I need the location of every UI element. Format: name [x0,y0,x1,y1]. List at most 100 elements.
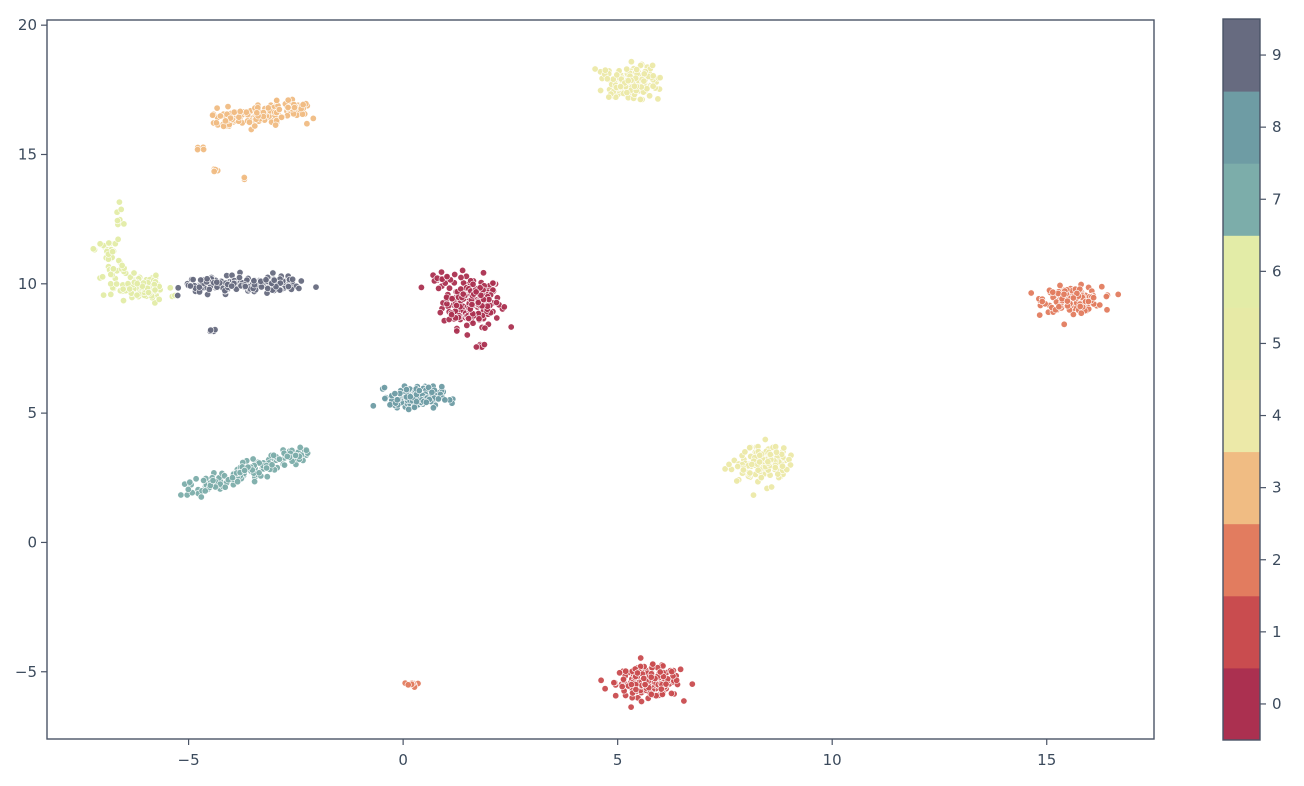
scatter-point [209,477,217,485]
scatter-point [768,483,776,491]
scatter-point [1103,306,1111,314]
scatter-point [452,301,460,309]
scatter-point [224,103,232,111]
scatter-point [437,268,445,276]
scatter-point [474,299,482,307]
scatter-point [493,314,501,322]
scatter-point [195,283,203,291]
scatter-point [155,295,163,303]
colorbar-tick-label: 5 [1272,334,1282,352]
scatter-point [459,290,467,298]
scatter-point [457,273,465,281]
cluster-3 [194,143,208,154]
scatter-point [133,280,141,288]
scatter-point [263,473,271,481]
scatter-point [469,319,477,327]
cluster-6 [113,198,128,229]
scatter-point [235,113,243,121]
scatter-point [641,681,649,689]
x-tick-label: 10 [823,751,842,769]
scatter-point [99,273,107,281]
cluster-2 [1027,280,1122,328]
cluster-0 [417,266,515,339]
scatter-point [453,327,461,335]
scatter-point [468,300,476,308]
scatter-point [255,469,263,477]
scatter-point [236,274,244,282]
scatter-point [422,398,430,406]
scatter-point [194,146,202,154]
scatter-point [667,689,675,697]
colorbar-segment [1223,595,1260,669]
scatter-point [1049,288,1057,296]
scatter-point [459,266,467,274]
scatter-point [749,491,757,499]
scatter-point [89,245,97,253]
colorbar-tick-label: 9 [1272,46,1282,64]
scatter-point [1063,297,1071,305]
colorbar-segment [1223,451,1260,525]
scatter-point [627,58,635,66]
scatter-point [119,285,127,293]
scatter-point [1090,294,1098,302]
scatter-point [786,461,794,469]
scatter-point [209,111,217,119]
scatter-point [637,654,645,662]
cluster-4 [591,58,664,104]
scatter-point [1056,281,1064,289]
scatter-point [617,83,625,91]
scatter-point [100,291,108,299]
scatter-point [597,676,605,684]
scatter-point [772,448,780,456]
scatter-point [126,285,134,293]
scatter-point [610,679,618,687]
scatter-point [647,673,655,681]
scatter-point [668,668,676,676]
scatter-point [205,285,213,293]
scatter-point [292,451,300,459]
scatter-point [725,460,733,468]
colorbar-frame [1222,18,1261,741]
scatter-point [229,474,237,482]
scatter-point [109,248,117,256]
scatter-point [406,393,414,401]
colorbar: 0 1 2 3 4 5 6 7 8 9 [1222,18,1282,741]
scatter-point [748,460,756,468]
scatter-point [627,703,635,711]
colorbar-tick-label: 6 [1272,262,1282,280]
colorbar-segment [1223,235,1260,308]
scatter-point [757,474,765,482]
scatter-point [250,277,258,285]
scatter-point [284,104,292,112]
scatter-point [277,113,285,121]
scatter-point [309,114,317,122]
scatter-point [1027,289,1035,297]
scatter-point [234,478,242,486]
scatter-point [269,269,277,277]
scatter-point [434,395,442,403]
scatter-point [603,75,611,83]
scatter-point [177,491,185,499]
scatter-point [463,331,471,339]
cluster-3 [209,96,317,134]
scatter-point [739,466,747,474]
scatter-point [241,466,249,474]
scatter-point [428,388,436,396]
colorbar-tick-label: 2 [1272,551,1282,569]
scatter-point [240,174,248,182]
scatter-point [636,95,644,103]
scatter-point [630,82,638,90]
scatter-point [210,167,218,175]
scatter-point [302,446,310,454]
scatter-point [507,323,515,331]
scatter-point [107,280,115,288]
scatter-point [656,668,664,676]
scatter-point [109,265,117,273]
y-tick-label: 10 [18,275,37,293]
scatter-point [1102,292,1110,300]
x-tick-label: −5 [178,751,200,769]
y-tick-label: −5 [15,663,37,681]
scatter-point [771,464,779,472]
scatter-point [632,685,640,693]
cluster-0 [429,268,454,287]
